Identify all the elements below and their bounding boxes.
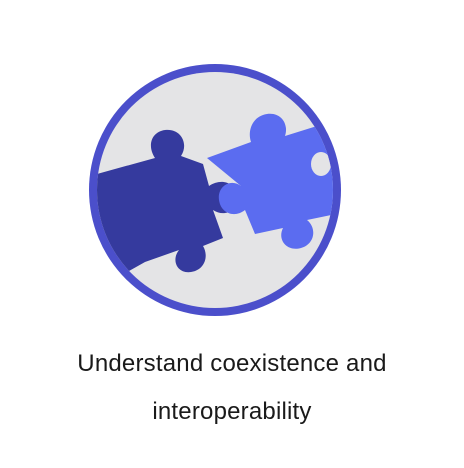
puzzle-notch xyxy=(311,152,331,176)
card-title-line1: Understand coexistence and xyxy=(77,350,387,377)
puzzle-piece-left-icon xyxy=(97,129,238,290)
card-title-line2: interoperability xyxy=(152,398,312,425)
puzzle-pieces-icon xyxy=(89,64,341,316)
puzzle-piece-right-icon xyxy=(207,113,333,249)
